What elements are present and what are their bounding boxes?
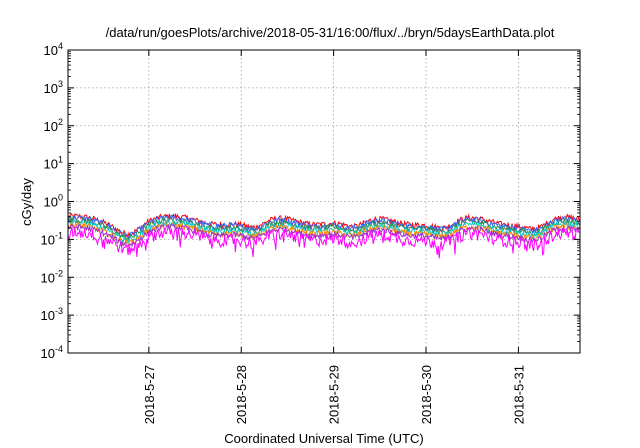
y-tick-label: 101 (44, 155, 63, 172)
chart-title: /data/run/goesPlots/archive/2018-05-31/1… (106, 25, 555, 40)
y-tick-label: 100 (44, 193, 63, 210)
data-series (67, 212, 581, 259)
grid (68, 50, 580, 353)
x-tick-label: 2018-5-31 (511, 365, 526, 424)
y-tick-label: 10-4 (41, 344, 63, 361)
x-axis: 2018-5-27 2018-5-28 2018-5-29 2018-5-30 2018… (142, 50, 526, 424)
series-line (67, 226, 581, 259)
series-line (67, 221, 581, 248)
x-tick-label: 2018-5-27 (142, 365, 157, 424)
series-line (67, 215, 581, 242)
series-line (67, 212, 581, 239)
y-axis-label: cGy/day (19, 178, 34, 226)
x-tick-label: 2018-5-28 (234, 365, 249, 424)
y-tick-label: 103 (44, 79, 63, 96)
x-tick-label: 2018-5-30 (419, 365, 434, 424)
x-axis-label: Coordinated Universal Time (UTC) (224, 431, 423, 446)
y-tick-label: 10-3 (41, 306, 63, 323)
y-axis: 10-4 10-3 10-2 10-1 100 101 102 103 104 (41, 41, 580, 361)
x-tick-label: 2018-5-29 (327, 365, 342, 424)
y-tick-label: 10-1 (41, 230, 63, 247)
y-tick-label: 10-2 (41, 268, 63, 285)
y-tick-label: 102 (44, 117, 63, 134)
series-line (67, 223, 580, 248)
y-tick-label: 104 (44, 41, 63, 58)
